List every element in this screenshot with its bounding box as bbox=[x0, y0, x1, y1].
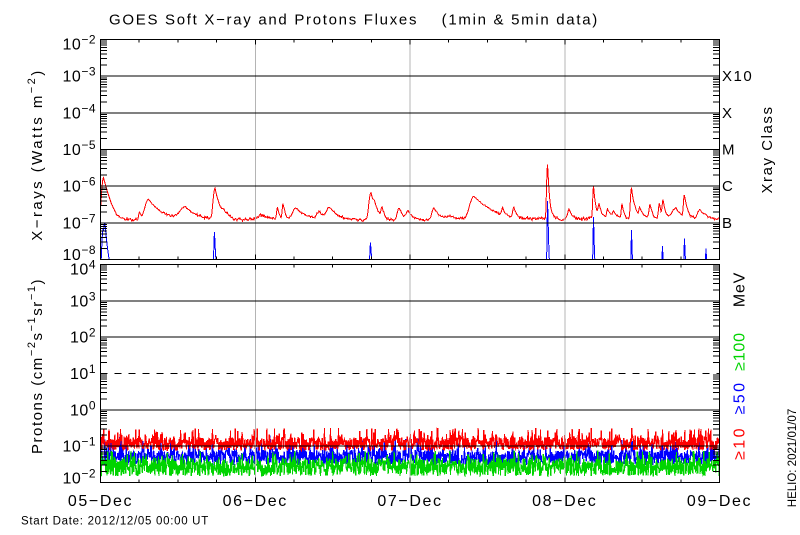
svg-text:07−Dec: 07−Dec bbox=[377, 493, 442, 510]
svg-text:X10: X10 bbox=[722, 68, 753, 85]
svg-text:GOES Soft X−ray and Protons Fl: GOES Soft X−ray and Protons Fluxes (1min… bbox=[109, 12, 599, 29]
svg-text:Start Date: 2012/12/05 00:00 U: Start Date: 2012/12/05 00:00 UT bbox=[21, 516, 209, 528]
svg-text:Protons (cm−2s−1sr−1): Protons (cm−2s−1sr−1) bbox=[26, 278, 46, 454]
svg-text:X: X bbox=[722, 105, 734, 122]
svg-text:≥50: ≥50 bbox=[732, 381, 749, 415]
svg-text:05−Dec: 05−Dec bbox=[68, 493, 133, 510]
svg-text:HELIO: 2021/01/07: HELIO: 2021/01/07 bbox=[787, 409, 799, 507]
svg-text:≥10: ≥10 bbox=[732, 426, 749, 460]
svg-text:Xray Class: Xray Class bbox=[759, 105, 776, 193]
svg-text:09−Dec: 09−Dec bbox=[687, 493, 752, 510]
svg-text:MeV: MeV bbox=[732, 272, 749, 307]
svg-text:08−Dec: 08−Dec bbox=[532, 493, 597, 510]
svg-text:M: M bbox=[722, 142, 736, 159]
svg-text:B: B bbox=[722, 215, 734, 232]
svg-text:06−Dec: 06−Dec bbox=[223, 493, 288, 510]
svg-text:≥100: ≥100 bbox=[732, 332, 749, 371]
svg-text:X−rays (Watts m−2): X−rays (Watts m−2) bbox=[26, 68, 46, 240]
svg-text:C: C bbox=[722, 178, 734, 195]
